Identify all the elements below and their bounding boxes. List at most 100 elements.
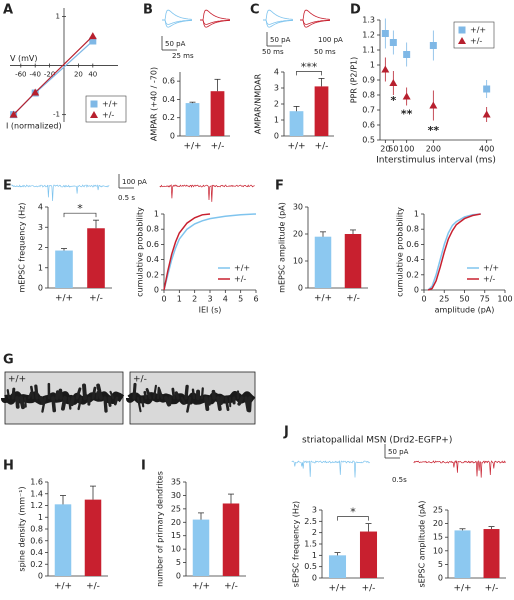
y-tick-label: 0	[414, 286, 419, 295]
y-axis-label: PPR (P2/P1)	[350, 57, 359, 104]
spine	[91, 386, 97, 400]
x-tick-label: 40	[88, 71, 97, 79]
y-tick-label: 0.4	[406, 255, 419, 264]
scale-label: 50 ms	[314, 48, 336, 56]
scale-label: 0.5 s	[118, 194, 135, 202]
y-tick-label: 0	[38, 572, 43, 581]
spine	[174, 391, 180, 400]
x-tick-label: 100	[399, 145, 414, 154]
significance: *	[390, 94, 396, 107]
trace	[11, 184, 110, 202]
bar	[314, 236, 332, 288]
spine	[19, 396, 25, 410]
y-tick-label: 1	[38, 263, 43, 272]
spine	[247, 396, 252, 413]
x-axis-label: V (mV)	[10, 54, 38, 63]
trace	[159, 184, 255, 202]
x-tick-label: +/+	[183, 142, 201, 152]
x-tick-label: 0	[421, 295, 426, 304]
spine	[109, 390, 115, 400]
y-tick-label: 30	[293, 203, 303, 212]
panel-letter: B	[143, 3, 153, 18]
spine	[75, 387, 82, 400]
y-tick-label: 0.7	[362, 106, 375, 115]
x-tick-label: 6	[253, 295, 258, 304]
y-tick-label: 0.4	[30, 548, 43, 557]
data-point	[9, 110, 18, 118]
y-tick-label: 0.6	[146, 240, 159, 249]
y-tick-label: 1	[56, 12, 60, 20]
x-tick-label: +/-	[211, 142, 225, 152]
y-tick-label: 1	[312, 551, 317, 560]
spine	[23, 396, 27, 408]
spine	[207, 396, 212, 406]
legend-label: +/-	[470, 37, 482, 46]
panel-letter: J	[283, 425, 289, 440]
x-tick-label: 400	[479, 145, 494, 154]
legend-label: +/+	[483, 264, 499, 273]
y-tick-label: 20	[293, 230, 303, 239]
x-tick-label: 5	[238, 295, 243, 304]
spine	[55, 390, 60, 400]
y-tick-label: 1	[274, 116, 279, 125]
spine	[96, 383, 103, 400]
trace	[291, 459, 370, 478]
y-tick-label: 1.2	[30, 501, 43, 510]
data-point	[389, 39, 397, 46]
legend-marker	[458, 26, 466, 34]
y-tick-label: 0.2	[146, 270, 159, 279]
series-line	[163, 213, 211, 291]
y-tick-label: 3	[274, 84, 279, 93]
x-tick-label: 100	[497, 295, 512, 304]
scale-label: 50 pA	[388, 448, 409, 456]
spine	[184, 384, 189, 400]
spine	[11, 387, 16, 400]
y-tick-label: 1.2	[362, 31, 375, 40]
data-point	[429, 42, 437, 49]
y-tick-label: 2	[274, 100, 279, 109]
spine	[191, 388, 196, 400]
trace	[162, 9, 193, 21]
y-tick-label: 0.4	[146, 255, 159, 264]
y-axis-label: mEPSC frequency (Hz)	[18, 202, 27, 292]
spine	[82, 383, 87, 400]
bar	[328, 555, 347, 578]
spine	[216, 396, 222, 411]
spine	[140, 396, 145, 408]
x-tick-label: +/+	[314, 294, 332, 304]
bar	[454, 530, 471, 578]
trace	[200, 19, 231, 28]
panel-letter: D	[350, 3, 361, 18]
data-point	[482, 110, 491, 118]
spine	[171, 387, 176, 400]
spine	[143, 390, 148, 400]
y-tick-label: 0.2	[406, 270, 419, 279]
legend-marker	[458, 37, 466, 44]
y-axis-label: number of primary dendrites	[156, 471, 165, 587]
y-tick-label: 20	[433, 519, 443, 528]
scale-label: 100 pA	[318, 36, 343, 44]
significance: **	[428, 124, 440, 137]
trace	[200, 9, 231, 21]
trace	[263, 9, 294, 21]
spine	[30, 385, 35, 400]
y-tick-label: 0	[38, 284, 43, 293]
y-tick-label: 1	[154, 210, 159, 219]
y-tick-label: 0.6	[362, 121, 375, 130]
bar	[314, 86, 329, 136]
data-point	[31, 88, 40, 96]
spine	[39, 396, 45, 406]
y-tick-label: 4	[38, 203, 43, 212]
x-tick-label: -60	[15, 71, 26, 79]
panel-letter: F	[275, 179, 284, 194]
y-tick-label: 0.5	[304, 562, 317, 571]
x-tick-label: 4	[223, 295, 228, 304]
legend-label: +/+	[102, 100, 118, 109]
y-tick-label: 1	[370, 61, 375, 70]
significance: **	[401, 108, 413, 121]
bar	[344, 234, 362, 288]
spine	[51, 396, 57, 413]
spine	[15, 396, 20, 409]
trace	[263, 19, 294, 28]
